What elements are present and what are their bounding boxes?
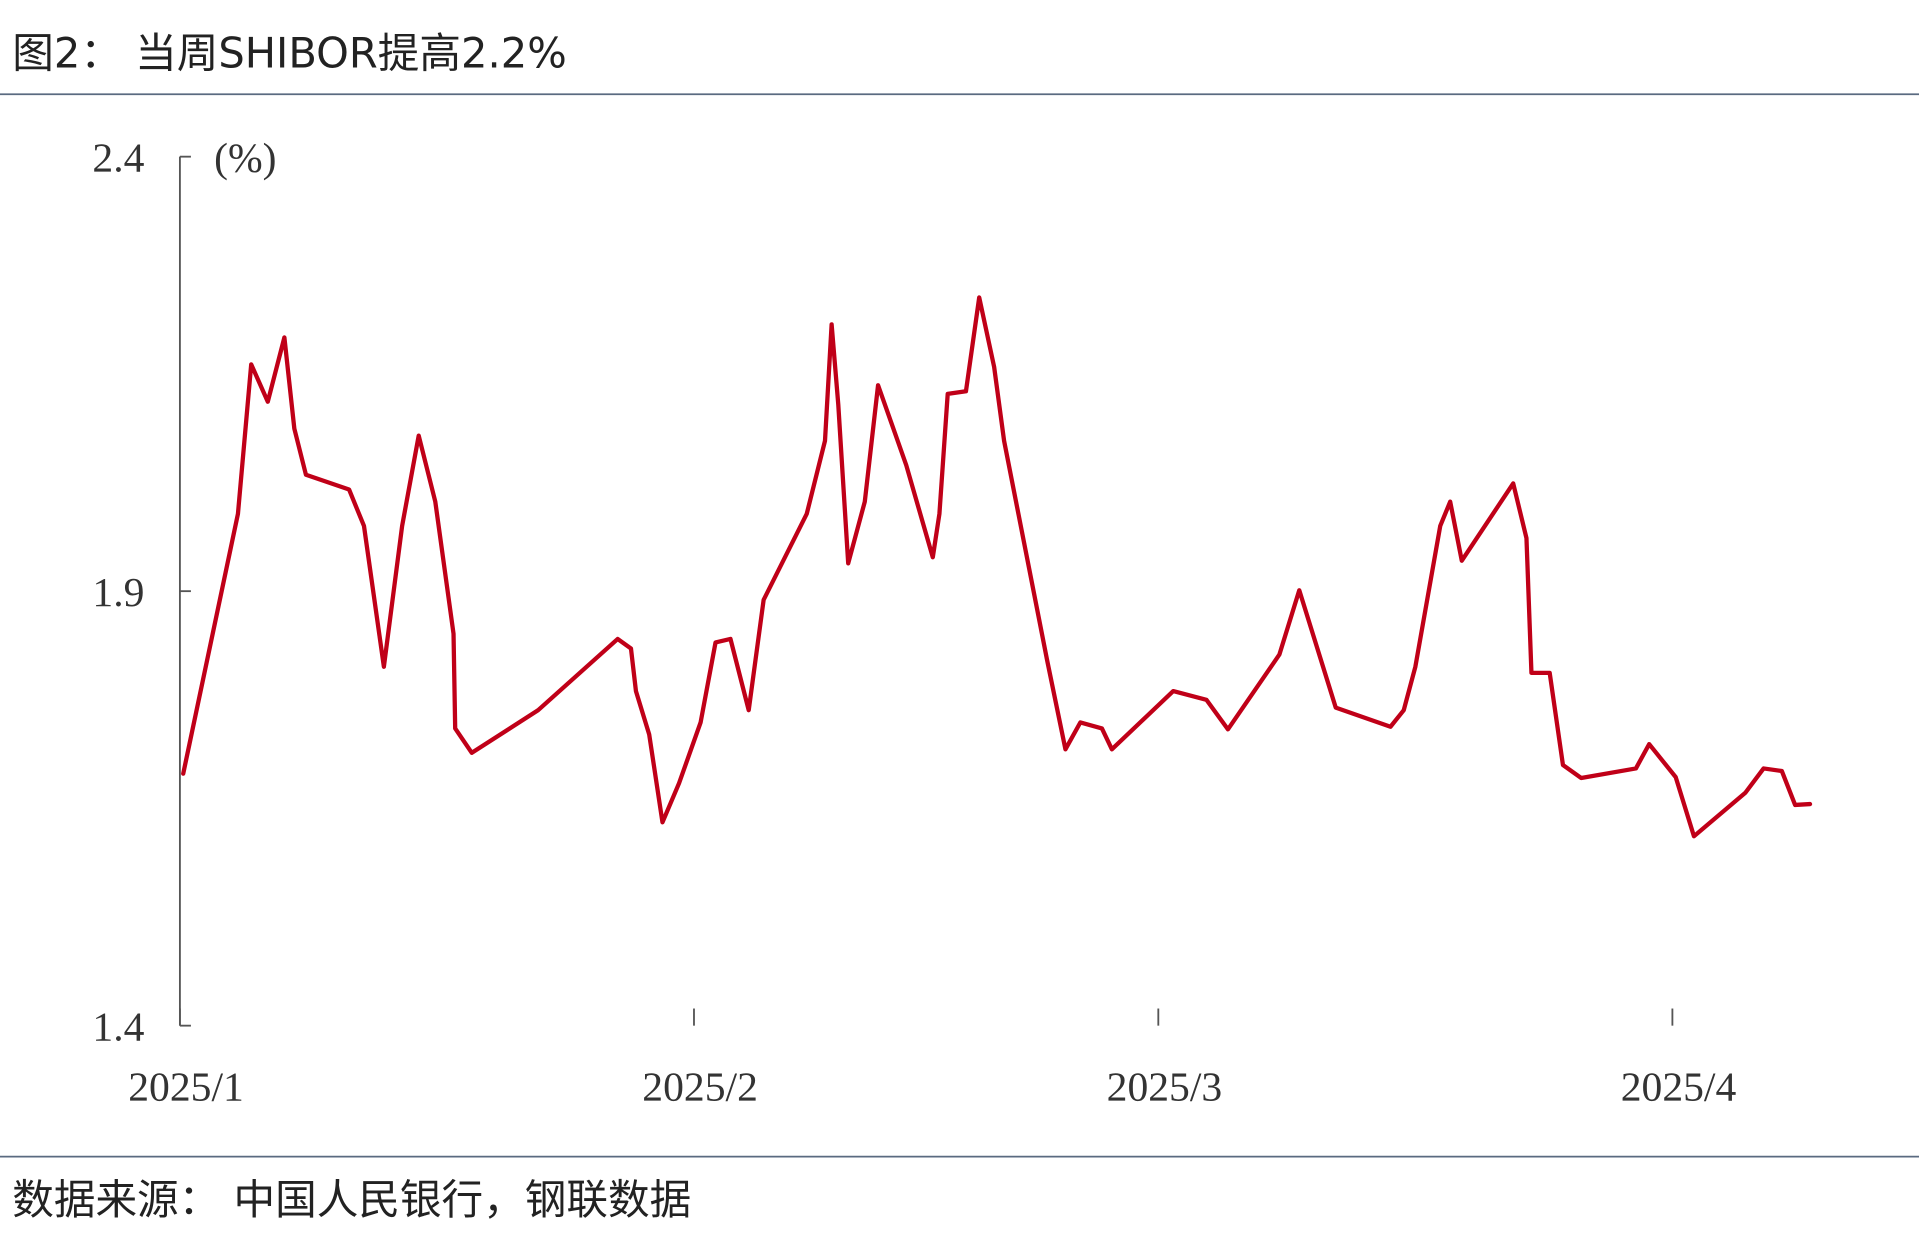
x-tick-label: 2025/2 bbox=[642, 1064, 758, 1110]
chart-title: 图2： 当周SHIBOR提高2.2% bbox=[12, 28, 566, 77]
y-tick-label: 1.4 bbox=[92, 1004, 144, 1050]
y-tick-label: 2.4 bbox=[92, 135, 144, 181]
x-tick-label: 2025/4 bbox=[1621, 1064, 1737, 1110]
y-tick-label: 1.9 bbox=[92, 570, 144, 616]
y-axis-label: (%) bbox=[214, 135, 276, 181]
x-tick-label: 2025/1 bbox=[128, 1064, 244, 1110]
source-note: 数据来源： 中国人民银行，钢联数据 bbox=[12, 1175, 691, 1224]
x-tick-label: 2025/3 bbox=[1107, 1064, 1223, 1110]
data-line bbox=[181, 295, 1813, 839]
